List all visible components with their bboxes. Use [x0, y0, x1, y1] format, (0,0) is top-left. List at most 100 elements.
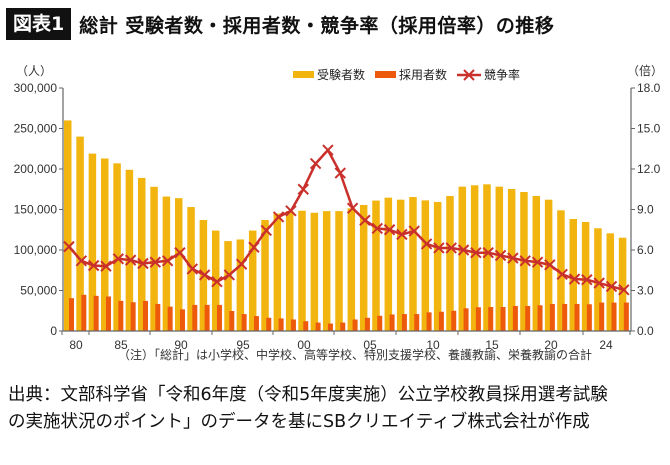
hires-bar — [290, 319, 296, 331]
hires-bar — [525, 305, 531, 331]
hires-bar — [167, 306, 173, 331]
ratio-x-marker-icon — [457, 244, 470, 256]
applicants-bar — [446, 195, 454, 331]
ratio-x-marker-icon — [420, 238, 433, 250]
ratio-x-marker-icon — [618, 284, 630, 296]
hires-bar — [364, 317, 370, 331]
right-tick-label: 0.0 — [637, 324, 654, 338]
hires-bar — [426, 312, 432, 331]
hires-bar — [401, 314, 407, 331]
legend-label-applicants: 受験者数 — [317, 68, 366, 82]
applicants-bar — [248, 230, 257, 331]
x-tick-label: 00 — [297, 338, 311, 352]
x-tick-label: 10 — [426, 338, 440, 352]
applicants-bar — [298, 210, 306, 331]
source-credit: 出典：文部科学省「令和6年度（令和5年度実施）公立学校教員採用選考試験 の実施状… — [8, 382, 608, 436]
ratio-x-marker-icon — [408, 225, 420, 237]
ratio-x-marker-icon — [334, 167, 346, 179]
ratio-x-marker-icon — [260, 224, 272, 237]
hires-bar — [599, 302, 605, 331]
applicants-bar — [458, 186, 467, 331]
applicants-bar — [433, 201, 442, 331]
applicants-bar — [236, 239, 245, 331]
applicants-bar — [483, 184, 491, 331]
x-tick-label: 90 — [174, 338, 188, 352]
legend: 受験者数 採用者数 競争率 — [293, 66, 530, 83]
ratio-x-marker-icon — [100, 260, 112, 272]
left-tick-label: 100,000 — [14, 243, 58, 257]
hires-bar — [562, 303, 568, 331]
hires-bar — [475, 307, 481, 331]
hires-bar — [352, 319, 358, 331]
applicants-bar — [162, 196, 171, 331]
x-tick-label: 85 — [114, 338, 128, 352]
hires-bar — [488, 307, 494, 331]
hires-bar — [315, 322, 321, 331]
x-tick-label: 95 — [236, 338, 250, 352]
x-tick-label: 05 — [363, 338, 377, 352]
applicants-bar — [372, 200, 380, 331]
ratio-x-marker-icon — [75, 255, 88, 267]
hires-bar — [253, 316, 259, 331]
footnote: （注）「総計」は小学校、中学校、高等学校、特別支援学校、養護教諭、栄養教諭の合計 — [118, 348, 593, 362]
hires-bar — [414, 314, 420, 331]
hires-bar — [229, 310, 235, 331]
ratio-x-marker-icon — [371, 222, 383, 235]
applicants-bar — [137, 177, 146, 331]
legend-item-hires: 採用者数 — [375, 66, 447, 83]
applicants-bar — [557, 210, 565, 331]
hires-bar — [93, 295, 99, 331]
ratio-x-marker-icon — [494, 249, 507, 262]
applicants-bar — [421, 200, 430, 331]
applicants-bar — [261, 220, 269, 331]
hires-bar — [266, 317, 272, 331]
ratio-x-marker-icon — [507, 252, 519, 264]
hires-swatch-icon — [375, 71, 397, 78]
hires-bar — [142, 300, 148, 331]
ratio-x-marker-icon — [519, 255, 531, 267]
ratio-x-marker-icon — [149, 256, 162, 268]
applicants-bar — [384, 197, 393, 331]
ratio-x-marker-icon — [161, 255, 174, 267]
hires-bar — [105, 296, 111, 331]
ratio-x-marker-icon — [198, 269, 211, 281]
ratio-x-marker-icon — [137, 257, 149, 270]
applicants-bar — [409, 197, 417, 331]
applicants-bar — [100, 158, 109, 331]
right-tick-label: 12.0 — [637, 162, 661, 176]
right-axis-unit: （倍） — [627, 64, 664, 78]
applicants-bar — [285, 211, 294, 331]
left-tick-label: 50,000 — [20, 284, 57, 298]
applicants-bar — [396, 199, 405, 331]
ratio-x-marker-icon — [322, 144, 334, 156]
ratio-x-marker-icon — [581, 273, 593, 286]
applicants-bar — [273, 213, 282, 331]
hires-bar — [549, 303, 555, 331]
ratio-x-marker-icon — [223, 269, 235, 281]
right-tick-label: 9.0 — [637, 203, 654, 217]
applicants-swatch-icon — [293, 71, 314, 78]
ratio-x-marker-icon — [383, 224, 396, 236]
left-tick-label: 250,000 — [14, 122, 58, 136]
applicants-bar — [581, 221, 590, 331]
ratio-x-marker-icon — [346, 202, 359, 214]
source-line-2: の実施状況のポイント」のデータを基にSBクリエイティブ株式会社が作成 — [8, 412, 590, 432]
ratio-x-marker-icon — [235, 258, 248, 270]
hires-bar — [537, 305, 543, 331]
ratio-x-marker-icon — [359, 214, 371, 227]
ratio-x-marker-icon — [605, 280, 618, 293]
hires-bar — [377, 315, 383, 331]
applicants-bar — [322, 211, 331, 331]
legend-label-ratio: 競争率 — [484, 68, 521, 82]
ratio-x-marker-icon — [63, 240, 75, 253]
right-tick-label: 6.0 — [637, 243, 654, 257]
hires-bar — [340, 322, 346, 331]
hires-bar — [611, 302, 617, 331]
applicants-bar — [310, 212, 319, 331]
hires-bar — [574, 303, 580, 331]
hires-bar — [118, 300, 124, 331]
plot-area: 0 50,000 100,000 150,000 200,000 250,000 300,0… — [14, 81, 661, 352]
ratio-x-marker-icon — [174, 246, 186, 259]
left-tick-label: 300,000 — [14, 81, 58, 95]
right-tick-label: 3.0 — [637, 284, 654, 298]
